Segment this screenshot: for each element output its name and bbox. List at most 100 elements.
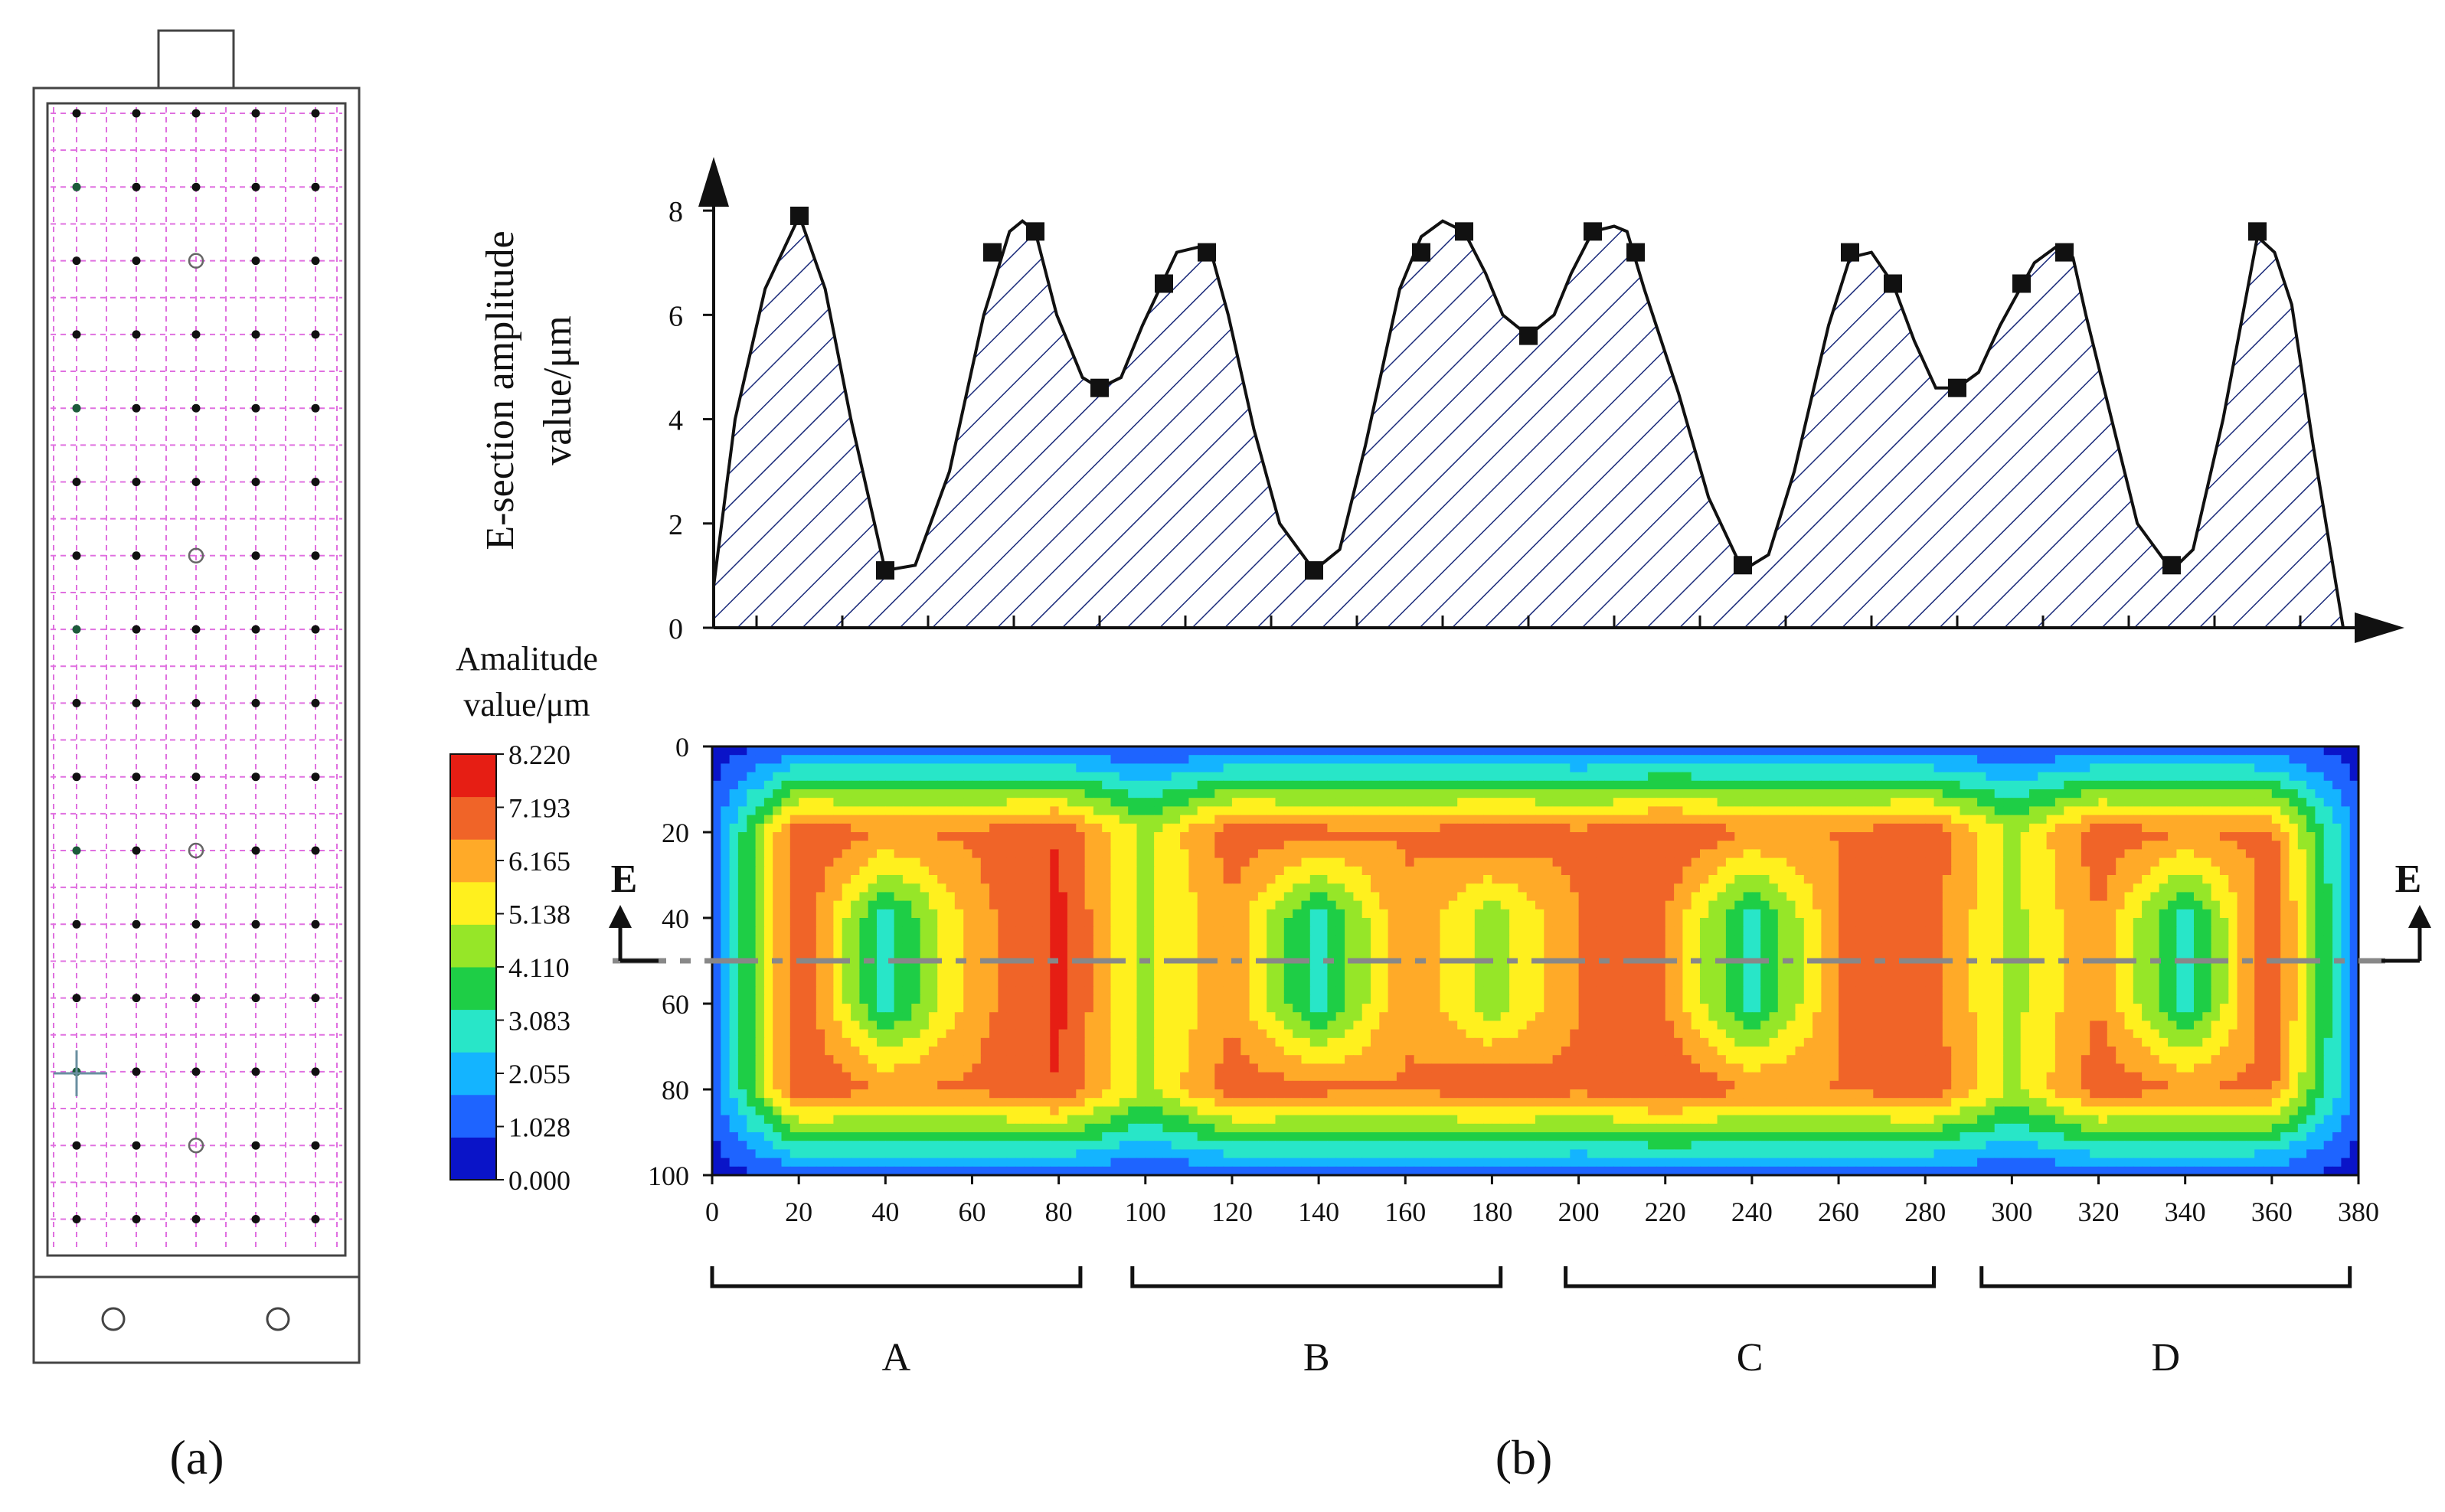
contour-map-cell — [799, 806, 809, 816]
contour-map-cell — [859, 798, 869, 807]
contour-map-cell — [712, 789, 721, 798]
contour-map-cell — [2176, 772, 2186, 782]
contour-map-cell — [1968, 772, 1978, 782]
contour-map-cell — [1847, 806, 1857, 816]
contour-map-cell — [1162, 892, 1172, 902]
contour-map-cell — [1345, 798, 1354, 807]
contour-map-cell — [1345, 918, 1354, 927]
contour-map-cell — [2020, 746, 2030, 756]
contour-map-cell — [2116, 935, 2126, 945]
contour-map-cell — [1145, 900, 1155, 910]
contour-map-cell — [920, 815, 930, 825]
contour-map-cell — [712, 806, 721, 816]
contour-map-cell — [1691, 841, 1701, 850]
contour-map-cell — [1206, 952, 1215, 962]
contour-map-cell — [1128, 952, 1138, 962]
contour-map-cell — [763, 900, 773, 910]
contour-map-cell — [1587, 909, 1597, 919]
contour-map-cell — [1405, 763, 1415, 773]
contour-map-cell — [1110, 780, 1120, 790]
contour-map-cell — [1379, 918, 1389, 927]
contour-map-cell — [1188, 823, 1198, 833]
contour-map-cell — [737, 780, 747, 790]
contour-map-cell — [747, 857, 757, 867]
contour-map-cell — [1535, 883, 1544, 893]
contour-map-cell — [1691, 909, 1701, 919]
contour-map-cell — [2072, 806, 2082, 816]
contour-map-cell — [1171, 780, 1181, 790]
contour-map-cell — [2072, 883, 2082, 893]
contour-map-cell — [1309, 918, 1319, 927]
contour-map-cell — [1865, 909, 1874, 919]
contour-map-cell — [1379, 943, 1389, 953]
contour-map-cell — [2219, 857, 2229, 867]
contour-map-cell — [1968, 918, 1978, 927]
contour-map-cell — [851, 883, 860, 893]
contour-map-cell — [1708, 926, 1718, 936]
contour-map-cell — [2012, 841, 2022, 850]
contour-map-cell — [1032, 789, 1042, 798]
contour-map-cell — [851, 857, 860, 867]
contour-map-cell — [1197, 943, 1207, 953]
contour-map-cell — [1422, 875, 1432, 884]
contour-map-cell — [2038, 918, 2048, 927]
contour-map-cell — [1743, 875, 1753, 884]
contour-map-cell — [1777, 918, 1787, 927]
contour-map-cell — [1335, 918, 1345, 927]
contour-map-cell — [747, 849, 757, 859]
contour-map-cell — [1682, 789, 1692, 798]
contour-map-cell — [1847, 746, 1857, 756]
contour-map-cell — [980, 832, 990, 841]
contour-map-cell — [2289, 780, 2299, 790]
contour-map-cell — [825, 952, 834, 962]
contour-map-cell — [920, 866, 930, 876]
contour-map-cell — [1994, 798, 2004, 807]
contour-map-cell — [833, 841, 843, 850]
contour-map-cell — [1622, 952, 1632, 962]
contour-map-cell — [1371, 918, 1380, 927]
contour-map-cell — [1535, 746, 1544, 756]
contour-map-cell — [1535, 772, 1544, 782]
contour-map-cell — [1907, 780, 1917, 790]
contour-map-cell — [2046, 746, 2056, 756]
contour-map-cell — [1327, 875, 1337, 884]
contour-map-cell — [2124, 943, 2134, 953]
contour-map-cell — [1960, 866, 1969, 876]
contour-map-cell — [1986, 772, 1996, 782]
contour-map-cell — [1994, 952, 2004, 962]
schematic-measure-point — [311, 551, 320, 560]
contour-map-cell — [1206, 806, 1215, 816]
contour-map-cell — [2176, 866, 2186, 876]
contour-map-cell — [1518, 789, 1528, 798]
contour-map-cell — [2054, 789, 2064, 798]
contour-map-cell — [1890, 755, 1900, 764]
contour-map-cell — [1604, 832, 1614, 841]
contour-map-cell — [2029, 823, 2038, 833]
contour-map-cell — [781, 755, 791, 764]
contour-map-cell — [1656, 789, 1666, 798]
contour-map-cell — [1067, 798, 1077, 807]
contour-map-cell — [1951, 746, 1961, 756]
contour-map-cell — [1058, 780, 1068, 790]
contour-map-cell — [721, 789, 731, 798]
contour-map-cell — [2202, 815, 2212, 825]
contour-map-cell — [1942, 746, 1952, 756]
contour-map-cell — [868, 823, 878, 833]
contour-map-cell — [1639, 841, 1649, 850]
contour-map-cell — [963, 798, 973, 807]
contour-map-cell — [937, 943, 947, 953]
contour-map-cell — [1518, 900, 1528, 910]
contour-map-cell — [737, 772, 747, 782]
contour-map-cell — [989, 883, 999, 893]
contour-map-cell — [2150, 918, 2160, 927]
contour-map-cell — [799, 883, 809, 893]
contour-map-cell — [1414, 875, 1424, 884]
contour-map-cell — [842, 832, 852, 841]
contour-map-cell — [807, 789, 817, 798]
contour-map-cell — [1414, 832, 1424, 841]
contour-map-cell — [1206, 780, 1215, 790]
contour-map-cell — [799, 892, 809, 902]
contour-map-cell — [911, 755, 921, 764]
contour-map-cell — [980, 875, 990, 884]
contour-map-cell — [1916, 780, 1926, 790]
